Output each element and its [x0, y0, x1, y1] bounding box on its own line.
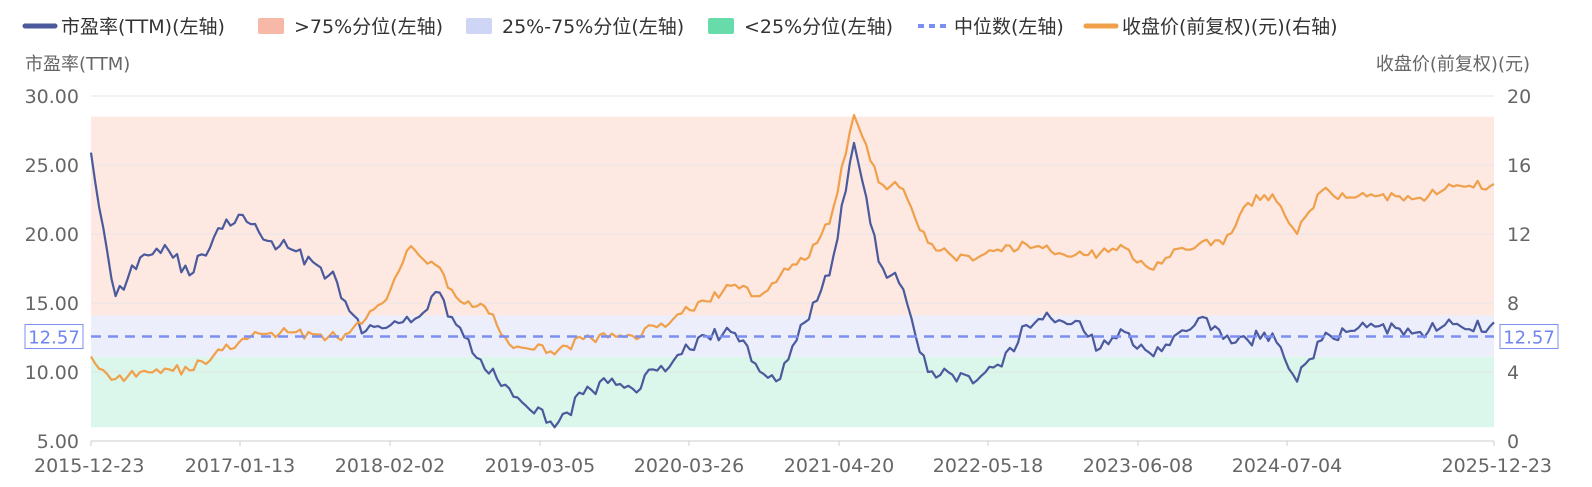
legend-swatch [258, 18, 284, 34]
left-tick-label: 15.00 [25, 293, 79, 315]
legend-item[interactable]: 市盈率(TTM)(左轴) [22, 16, 225, 38]
legend-label: 收盘价(前复权)(元)(右轴) [1122, 16, 1337, 38]
x-tick-label: 2020-03-26 [634, 455, 744, 477]
right-tick-label: 20 [1507, 86, 1531, 108]
pe-ttm-line [89, 141, 1495, 429]
series-lines [89, 113, 1495, 429]
median-badge-right: 12.57 [1499, 324, 1559, 350]
band-above-75 [91, 116, 1494, 316]
close-price-line [90, 113, 1495, 383]
right-axis-title: 收盘价(前复权)(元) [1376, 54, 1530, 75]
legend-swatch [708, 18, 734, 34]
right-tick-label: 16 [1507, 155, 1531, 177]
legend-swatch [466, 18, 492, 34]
legend-label: 25%-75%分位(左轴) [502, 16, 684, 38]
band-below-25 [91, 356, 1494, 428]
left-tick-label: 30.00 [25, 86, 79, 108]
legend-item[interactable]: 中位数(左轴) [918, 16, 1064, 38]
legend-item[interactable]: >75%分位(左轴) [258, 16, 443, 38]
right-tick-label: 0 [1507, 431, 1519, 453]
left-tick-label: 5.00 [37, 431, 79, 453]
right-tick-label: 12 [1507, 224, 1531, 246]
median-badge-left: 12.57 [24, 324, 84, 350]
left-tick-label: 10.00 [25, 362, 79, 384]
x-tick-label: 2019-03-05 [485, 455, 595, 477]
chart-legend[interactable]: 市盈率(TTM)(左轴) >75%分位(左轴) 25%-75%分位(左轴) <25%分… [22, 16, 1337, 38]
right-tick-label: 4 [1507, 362, 1519, 384]
legend-label: >75%分位(左轴) [294, 16, 443, 38]
left-axis-title: 市盈率(TTM) [25, 54, 130, 75]
legend-label: 市盈率(TTM)(左轴) [61, 16, 225, 38]
percentile-bands [91, 116, 1494, 428]
median-badge-box [1499, 324, 1559, 350]
median-line: 12.57 12.57 [24, 324, 1559, 350]
left-tick-label: 20.00 [25, 224, 79, 246]
legend-label: 中位数(左轴) [954, 16, 1064, 38]
x-tick-label: 2017-01-13 [185, 455, 295, 477]
x-tick-label: 2025-12-23 [1442, 455, 1552, 477]
x-tick-label: 2023-06-08 [1083, 455, 1193, 477]
left-tick-label: 25.00 [25, 155, 79, 177]
legend-item[interactable]: 收盘价(前复权)(元)(右轴) [1083, 16, 1337, 38]
x-tick-label: 2022-05-18 [933, 455, 1043, 477]
legend-label: <25%分位(左轴) [744, 16, 893, 38]
x-tick-label: 2015-12-23 [34, 455, 144, 477]
median-badge-label: 12.57 [1503, 328, 1555, 349]
x-axis-ticks: 2015-12-23 2017-01-13 2018-02-02 2019-03-05… [34, 441, 1552, 477]
median-badge-label: 12.57 [28, 328, 80, 349]
grid-lines [91, 95, 1494, 442]
x-tick-label: 2018-02-02 [335, 455, 445, 477]
right-tick-label: 8 [1507, 293, 1519, 315]
x-tick-label: 2024-07-04 [1232, 455, 1342, 477]
right-axis-ticks: 20 16 12 8 4 0 [1507, 86, 1531, 453]
legend-item[interactable]: <25%分位(左轴) [708, 16, 893, 38]
median-badge-box [24, 324, 84, 350]
legend-item[interactable]: 25%-75%分位(左轴) [466, 16, 684, 38]
x-tick-label: 2021-04-20 [784, 455, 894, 477]
left-axis-ticks: 30.00 25.00 20.00 15.00 10.00 5.00 [25, 86, 79, 453]
